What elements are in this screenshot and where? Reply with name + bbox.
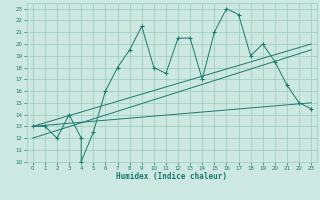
X-axis label: Humidex (Indice chaleur): Humidex (Indice chaleur) xyxy=(116,172,228,181)
